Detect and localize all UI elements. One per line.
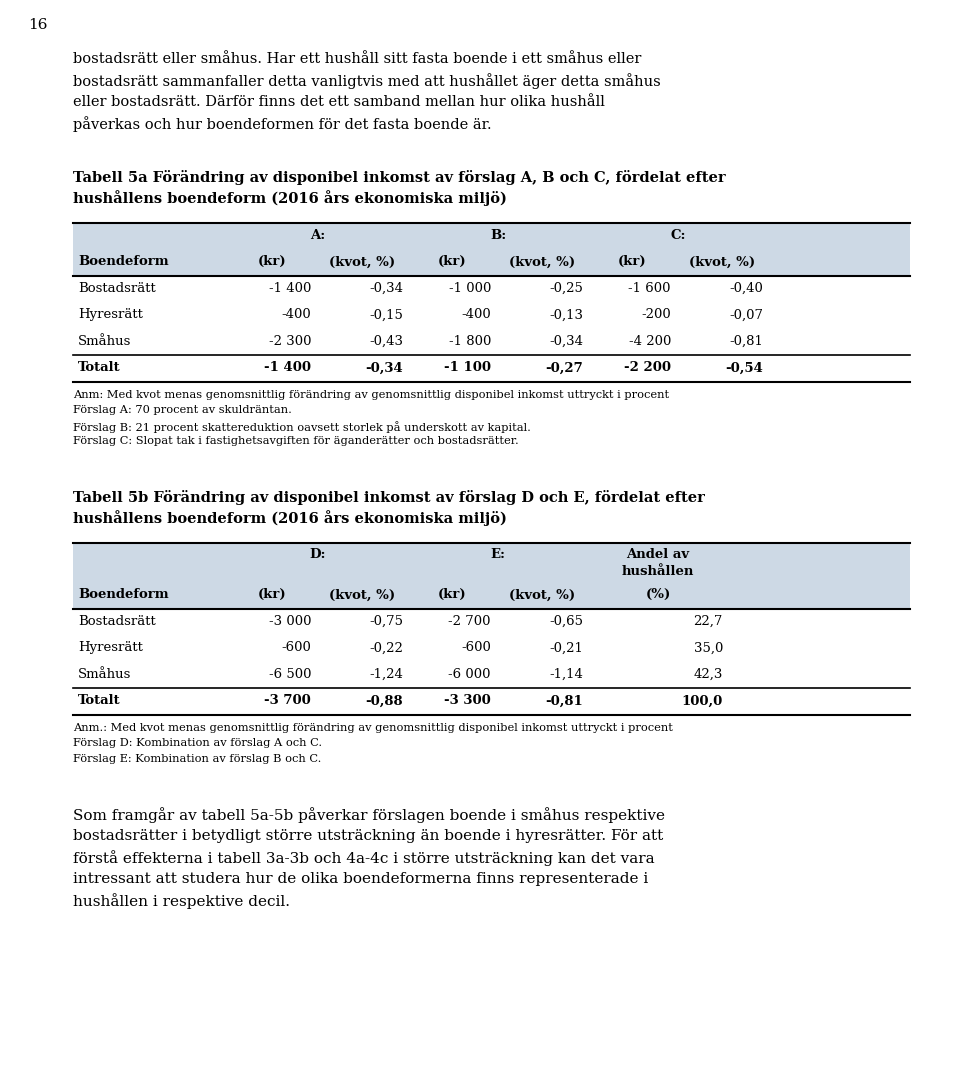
Text: (kvot, %): (kvot, %) (329, 588, 396, 601)
Text: 42,3: 42,3 (694, 668, 723, 681)
Text: -0,75: -0,75 (369, 615, 403, 628)
Text: förstå effekterna i tabell 3a-3b och 4a-4c i större utsträckning kan det vara: förstå effekterna i tabell 3a-3b och 4a-… (73, 850, 655, 866)
Text: Bostadsrätt: Bostadsrätt (78, 615, 156, 628)
Text: intressant att studera hur de olika boendeformerna finns representerade i: intressant att studera hur de olika boen… (73, 872, 648, 886)
Text: bostadsrätt eller småhus. Har ett hushåll sitt fasta boende i ett småhus eller: bostadsrätt eller småhus. Har ett hushål… (73, 52, 641, 66)
Text: 35,0: 35,0 (694, 641, 723, 654)
Text: bostadsrätt sammanfaller detta vanligtvis med att hushållet äger detta småhus: bostadsrätt sammanfaller detta vanligtvi… (73, 74, 660, 90)
Text: -0,65: -0,65 (549, 615, 583, 628)
Text: -0,13: -0,13 (549, 309, 583, 322)
Text: Hyresrätt: Hyresrätt (78, 309, 143, 322)
Text: 22,7: 22,7 (694, 615, 723, 628)
Text: -1,24: -1,24 (370, 668, 403, 681)
Text: (kr): (kr) (257, 588, 286, 601)
Text: 100,0: 100,0 (682, 694, 723, 707)
Text: -0,81: -0,81 (545, 694, 583, 707)
Text: Förslag B: 21 procent skattereduktion oavsett storlek på underskott av kapital.: Förslag B: 21 procent skattereduktion oa… (73, 421, 531, 433)
Text: eller bostadsrätt. Därför finns det ett samband mellan hur olika hushåll: eller bostadsrätt. Därför finns det ett … (73, 95, 605, 109)
Text: Andel av: Andel av (627, 548, 689, 561)
Text: -1 400: -1 400 (264, 362, 311, 375)
Text: Hyresrätt: Hyresrätt (78, 641, 143, 654)
Text: -0,25: -0,25 (549, 282, 583, 295)
Text: hushållens boendeform (2016 års ekonomiska miljö): hushållens boendeform (2016 års ekonomis… (73, 191, 507, 207)
Text: -1 100: -1 100 (444, 362, 491, 375)
Text: -0,15: -0,15 (370, 309, 403, 322)
Text: Förslag E: Kombination av förslag B och C.: Förslag E: Kombination av förslag B och … (73, 754, 322, 764)
Text: (kvot, %): (kvot, %) (509, 256, 575, 269)
Text: -0,34: -0,34 (365, 362, 403, 375)
Text: påverkas och hur boendeformen för det fasta boende är.: påverkas och hur boendeformen för det fa… (73, 117, 492, 132)
Text: Boendeform: Boendeform (78, 588, 169, 601)
Text: -0,21: -0,21 (549, 641, 583, 654)
Text: Tabell 5b Förändring av disponibel inkomst av förslag D och E, fördelat efter: Tabell 5b Förändring av disponibel inkom… (73, 490, 705, 505)
Text: -0,07: -0,07 (729, 309, 763, 322)
Text: -0,34: -0,34 (549, 335, 583, 348)
Text: -600: -600 (461, 641, 491, 654)
Text: D:: D: (310, 548, 326, 561)
Text: B:: B: (490, 229, 506, 242)
Text: -400: -400 (461, 309, 491, 322)
Text: -1 600: -1 600 (629, 282, 671, 295)
Text: -200: -200 (641, 309, 671, 322)
Text: -2 700: -2 700 (448, 615, 491, 628)
Text: A:: A: (310, 229, 325, 242)
Text: -2 300: -2 300 (269, 335, 311, 348)
Text: Förslag D: Kombination av förslag A och C.: Förslag D: Kombination av förslag A och … (73, 739, 323, 748)
Text: -0,54: -0,54 (725, 362, 763, 375)
Text: (kvot, %): (kvot, %) (509, 588, 575, 601)
Text: (kvot, %): (kvot, %) (689, 256, 756, 269)
Text: -2 200: -2 200 (624, 362, 671, 375)
Text: Anm: Med kvot menas genomsnittlig förändring av genomsnittlig disponibel inkomst: Anm: Med kvot menas genomsnittlig föränd… (73, 390, 669, 400)
Text: -400: -400 (281, 309, 311, 322)
Text: E:: E: (491, 548, 506, 561)
Text: (kr): (kr) (438, 256, 467, 269)
Text: (kr): (kr) (438, 588, 467, 601)
Text: -6 000: -6 000 (448, 668, 491, 681)
Bar (73, 543, 910, 609)
Text: -3 700: -3 700 (264, 694, 311, 707)
Text: -0,22: -0,22 (370, 641, 403, 654)
Text: Småhus: Småhus (78, 668, 132, 681)
Text: Förslag C: Slopat tak i fastighetsavgiften för äganderätter och bostadsrätter.: Förslag C: Slopat tak i fastighetsavgift… (73, 436, 518, 446)
Text: -3 300: -3 300 (444, 694, 491, 707)
Text: -0,88: -0,88 (366, 694, 403, 707)
Text: C:: C: (670, 229, 685, 242)
Text: -0,40: -0,40 (730, 282, 763, 295)
Text: -0,43: -0,43 (369, 335, 403, 348)
Text: -4 200: -4 200 (629, 335, 671, 348)
Text: Småhus: Småhus (78, 335, 132, 348)
Text: 16: 16 (28, 18, 47, 32)
Text: Tabell 5a Förändring av disponibel inkomst av förslag A, B och C, fördelat efter: Tabell 5a Förändring av disponibel inkom… (73, 170, 726, 185)
Text: Som framgår av tabell 5a-5b påverkar förslagen boende i småhus respektive: Som framgår av tabell 5a-5b påverkar för… (73, 808, 665, 823)
Text: bostadsrätter i betydligt större utsträckning än boende i hyresrätter. För att: bostadsrätter i betydligt större utsträc… (73, 828, 663, 843)
Bar (73, 223, 910, 276)
Text: Anm.: Med kvot menas genomsnittlig förändring av genomsnittlig disponibel inkoms: Anm.: Med kvot menas genomsnittlig förän… (73, 723, 673, 733)
Text: (kvot, %): (kvot, %) (329, 256, 396, 269)
Text: -1 800: -1 800 (448, 335, 491, 348)
Text: -0,81: -0,81 (730, 335, 763, 348)
Text: hushållen: hushållen (622, 565, 694, 578)
Text: -600: -600 (281, 641, 311, 654)
Text: Totalt: Totalt (78, 694, 121, 707)
Text: hushållens boendeform (2016 års ekonomiska miljö): hushållens boendeform (2016 års ekonomis… (73, 510, 507, 526)
Text: -6 500: -6 500 (269, 668, 311, 681)
Text: -0,34: -0,34 (369, 282, 403, 295)
Text: Bostadsrätt: Bostadsrätt (78, 282, 156, 295)
Text: (kr): (kr) (257, 256, 286, 269)
Text: -3 000: -3 000 (269, 615, 311, 628)
Text: -1 000: -1 000 (448, 282, 491, 295)
Text: -1 400: -1 400 (269, 282, 311, 295)
Text: Totalt: Totalt (78, 362, 121, 375)
Text: (%): (%) (645, 588, 671, 601)
Text: Förslag A: 70 procent av skuldräntan.: Förslag A: 70 procent av skuldräntan. (73, 405, 292, 416)
Text: -0,27: -0,27 (545, 362, 583, 375)
Text: hushållen i respektive decil.: hushållen i respektive decil. (73, 893, 290, 910)
Text: Boendeform: Boendeform (78, 256, 169, 269)
Text: (kr): (kr) (617, 256, 646, 269)
Text: -1,14: -1,14 (549, 668, 583, 681)
